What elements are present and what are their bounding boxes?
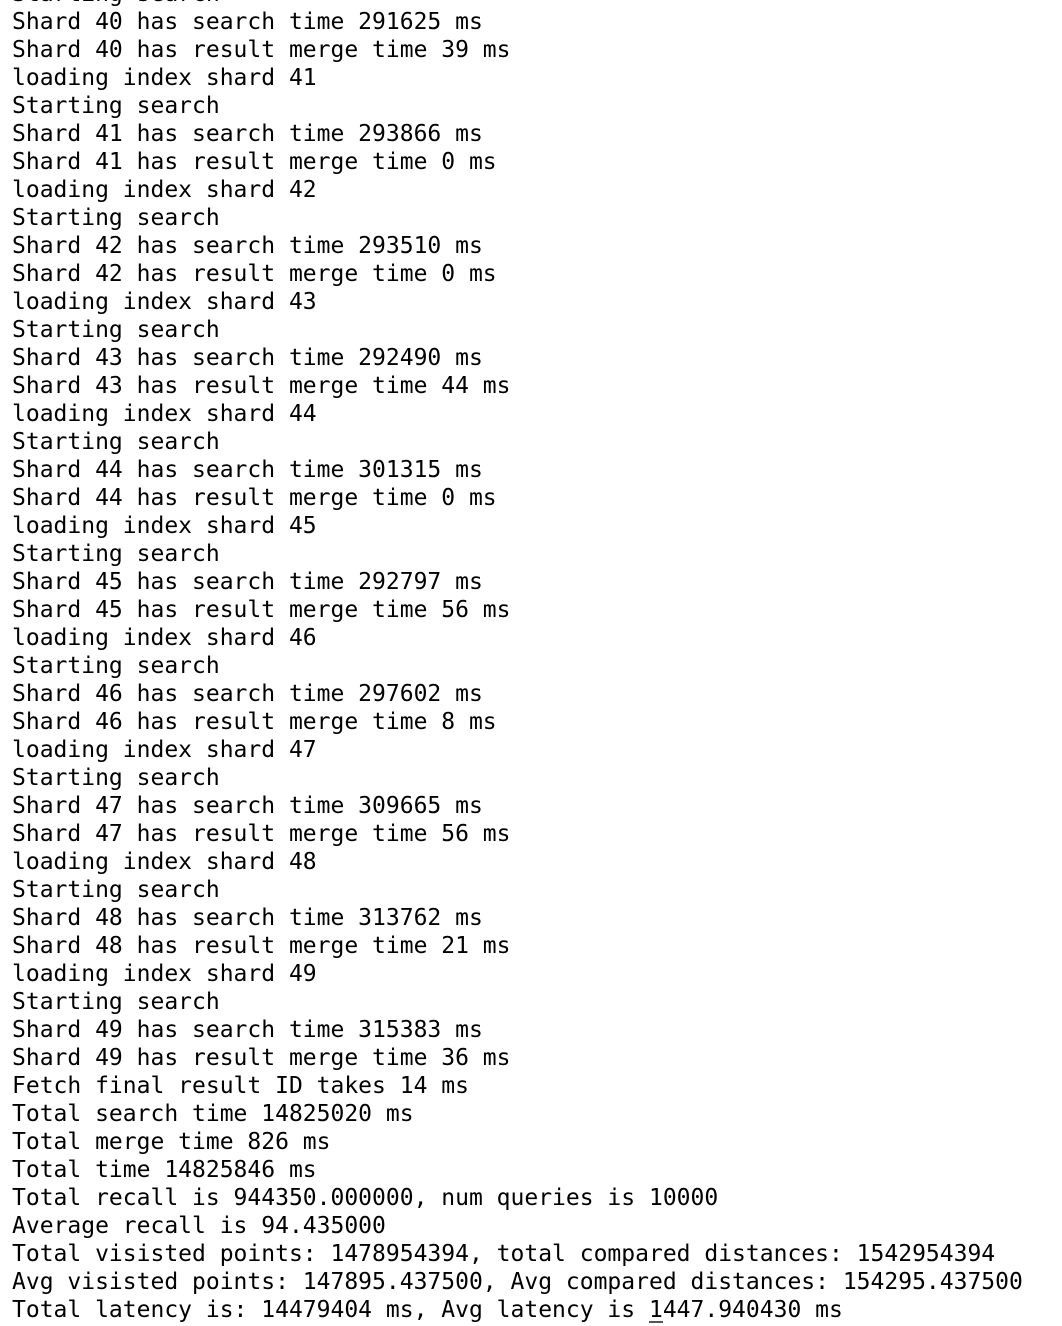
output-line: Shard 48 has search time 313762 ms (12, 905, 483, 931)
output-line: loading index shard 47 (12, 737, 317, 763)
output-line: Total time 14825846 ms (12, 1157, 317, 1183)
output-line: Starting search (12, 93, 220, 119)
output-line: loading index shard 48 (12, 849, 317, 875)
output-line: Shard 45 has result merge time 56 ms (12, 597, 511, 623)
text-cursor (649, 1321, 663, 1323)
output-line: Shard 41 has search time 293866 ms (12, 121, 483, 147)
output-line: Total search time 14825020 ms (12, 1101, 414, 1127)
output-line: Shard 45 has search time 292797 ms (12, 569, 483, 595)
output-line: Starting search (12, 653, 220, 679)
output-line: Shard 49 has search time 315383 ms (12, 1017, 483, 1043)
output-line: loading index shard 45 (12, 513, 317, 539)
output-line: Starting search (12, 765, 220, 791)
output-line: loading index shard 42 (12, 177, 317, 203)
output-line: Shard 40 has result merge time 39 ms (12, 37, 511, 63)
output-line: Shard 49 has result merge time 36 ms (12, 1045, 511, 1071)
output-line: Shard 46 has result merge time 8 ms (12, 709, 497, 735)
output-line: Starting search (12, 989, 220, 1015)
output-line: Starting search (12, 429, 220, 455)
output-line: Total latency is: 14479404 ms, Avg laten… (12, 1297, 843, 1323)
output-line: Fetch final result ID takes 14 ms (12, 1073, 469, 1099)
output-line: loading index shard 46 (12, 625, 317, 651)
output-line: Shard 41 has result merge time 0 ms (12, 149, 497, 175)
output-line: loading index shard 44 (12, 401, 317, 427)
output-line: Starting search (12, 0, 1023, 8)
output-line: Shard 43 has search time 292490 ms (12, 345, 483, 371)
output-line: Shard 43 has result merge time 44 ms (12, 373, 511, 399)
output-line: Shard 44 has result merge time 0 ms (12, 485, 497, 511)
output-line: Shard 42 has search time 293510 ms (12, 233, 483, 259)
output-line: Shard 42 has result merge time 0 ms (12, 261, 497, 287)
output-line: Shard 40 has search time 291625 ms (12, 9, 483, 35)
output-line: Average recall is 94.435000 (12, 1213, 386, 1239)
output-line: loading index shard 43 (12, 289, 317, 315)
output-line: Shard 47 has result merge time 56 ms (12, 821, 511, 847)
output-line: Shard 46 has search time 297602 ms (12, 681, 483, 707)
output-line: Shard 48 has result merge time 21 ms (12, 933, 511, 959)
output-line: loading index shard 41 (12, 65, 317, 91)
output-line: Starting search (12, 541, 220, 567)
output-line: Shard 47 has search time 309665 ms (12, 793, 483, 819)
output-line: Total recall is 944350.000000, num queri… (12, 1185, 719, 1211)
output-line: Starting search (12, 205, 220, 231)
output-line: loading index shard 49 (12, 961, 317, 987)
output-line: Starting search (12, 877, 220, 903)
output-line: Starting search (12, 317, 220, 343)
output-line: Total visisted points: 1478954394, total… (12, 1241, 996, 1267)
output-line: Avg visisted points: 147895.437500, Avg … (12, 1269, 1023, 1295)
output-line: Total merge time 826 ms (12, 1129, 331, 1155)
output-line: Shard 44 has search time 301315 ms (12, 457, 483, 483)
